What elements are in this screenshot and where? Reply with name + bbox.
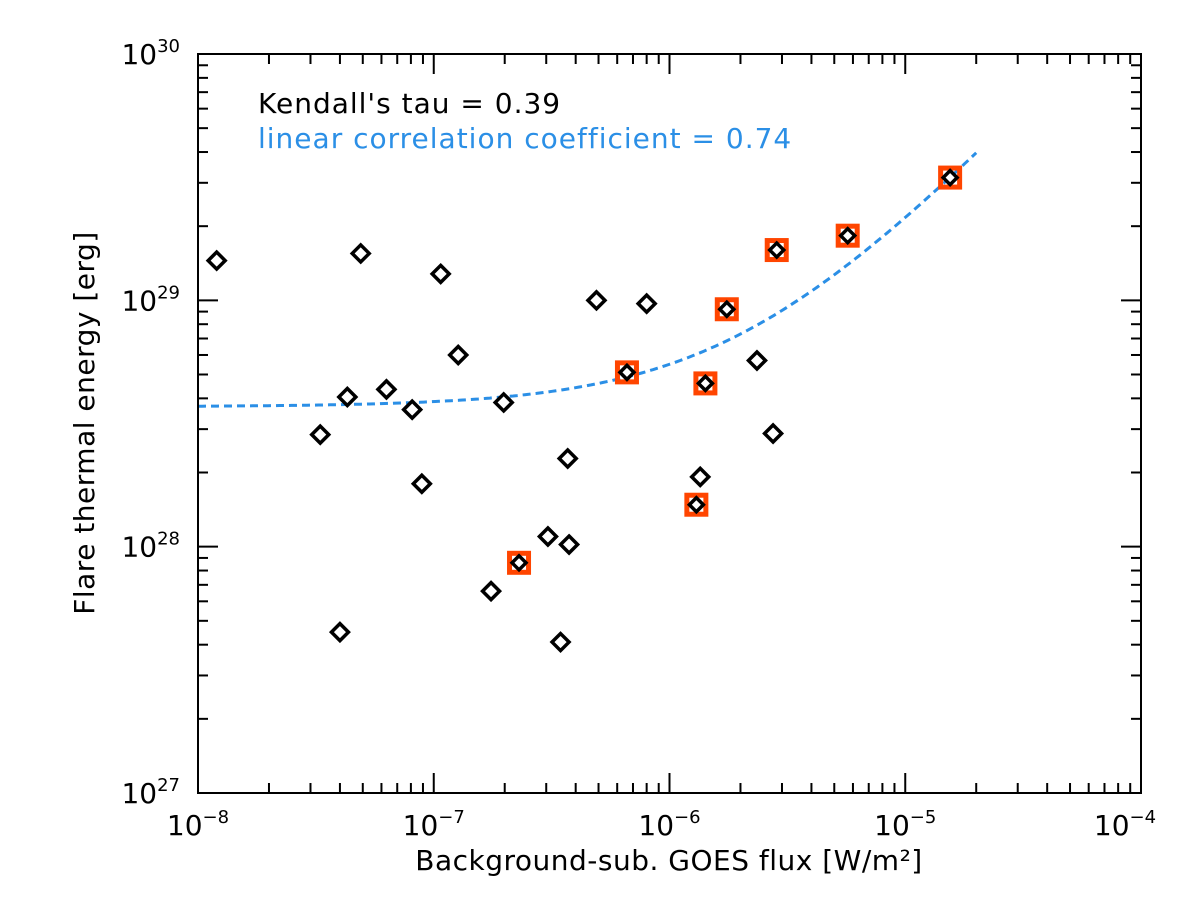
highlight-diamond-marker xyxy=(617,362,637,382)
y-tick-label: 1029 xyxy=(121,282,180,317)
y-tick-label: 1028 xyxy=(121,529,180,564)
highlight-diamond-marker xyxy=(509,553,529,573)
diamond-marker xyxy=(585,289,608,312)
diamond-marker xyxy=(762,422,785,445)
highlight-square-marker xyxy=(835,223,860,248)
kendall-tau-annotation: Kendall's tau = 0.39 xyxy=(258,87,561,120)
highlight-square-marker xyxy=(693,371,718,396)
y-tick-label: 1027 xyxy=(121,775,180,810)
diamond-marker xyxy=(336,386,359,409)
diamond-marker xyxy=(328,621,351,644)
diamond-marker xyxy=(556,447,579,470)
highlight-diamond-marker xyxy=(695,373,715,393)
highlight-square-marker xyxy=(764,238,789,263)
axis-ticks xyxy=(198,54,1141,793)
diamond-marker xyxy=(410,472,433,495)
diamond-marker xyxy=(205,249,228,272)
highlight-diamond-marker xyxy=(767,240,787,260)
x-tick-label: 10−4 xyxy=(1094,807,1156,842)
x-tick-label: 10−7 xyxy=(403,807,465,842)
highlight-diamond-marker xyxy=(686,495,706,515)
tick-labels: 10−8 10−7 10−6 10−5 10−4 1027 1028 1029 1030 xyxy=(121,36,1156,842)
plot-frame xyxy=(197,53,1142,794)
diamond-marker xyxy=(375,378,398,401)
x-tick-label: 10−8 xyxy=(167,807,229,842)
diamond-marker xyxy=(480,580,503,603)
correlation-annotation: linear correlation coefficient = 0.74 xyxy=(258,122,792,155)
fit-line-curve xyxy=(198,151,978,408)
diamond-marker xyxy=(549,631,572,654)
diamond-marker xyxy=(492,391,515,414)
diamond-marker xyxy=(635,292,658,315)
diamond-marker xyxy=(309,423,332,446)
diamond-marker xyxy=(429,262,452,285)
highlight-square-marker xyxy=(684,492,709,517)
x-tick-label: 10−5 xyxy=(874,807,936,842)
diamond-marker xyxy=(746,349,768,372)
y-axis-title: Flare thermal energy [erg] xyxy=(68,231,101,614)
diamond-marker xyxy=(536,525,559,548)
highlight-square-marker xyxy=(614,360,639,385)
diamond-marker xyxy=(558,533,581,556)
highlight-diamond-marker xyxy=(717,299,737,319)
data-points xyxy=(205,165,963,654)
highlight-square-marker xyxy=(938,165,963,190)
diamond-marker xyxy=(401,398,424,421)
diamond-marker xyxy=(349,242,372,265)
highlight-square-marker xyxy=(507,550,532,575)
highlight-square-marker xyxy=(714,297,739,322)
diamond-marker xyxy=(447,344,470,366)
highlight-diamond-marker xyxy=(940,168,960,188)
x-axis-title: Background-sub. GOES flux [W/m²] xyxy=(415,844,922,877)
highlight-diamond-marker xyxy=(838,226,858,246)
diamond-marker xyxy=(689,465,712,488)
y-tick-label: 1030 xyxy=(121,36,180,71)
x-tick-label: 10−6 xyxy=(638,807,700,842)
